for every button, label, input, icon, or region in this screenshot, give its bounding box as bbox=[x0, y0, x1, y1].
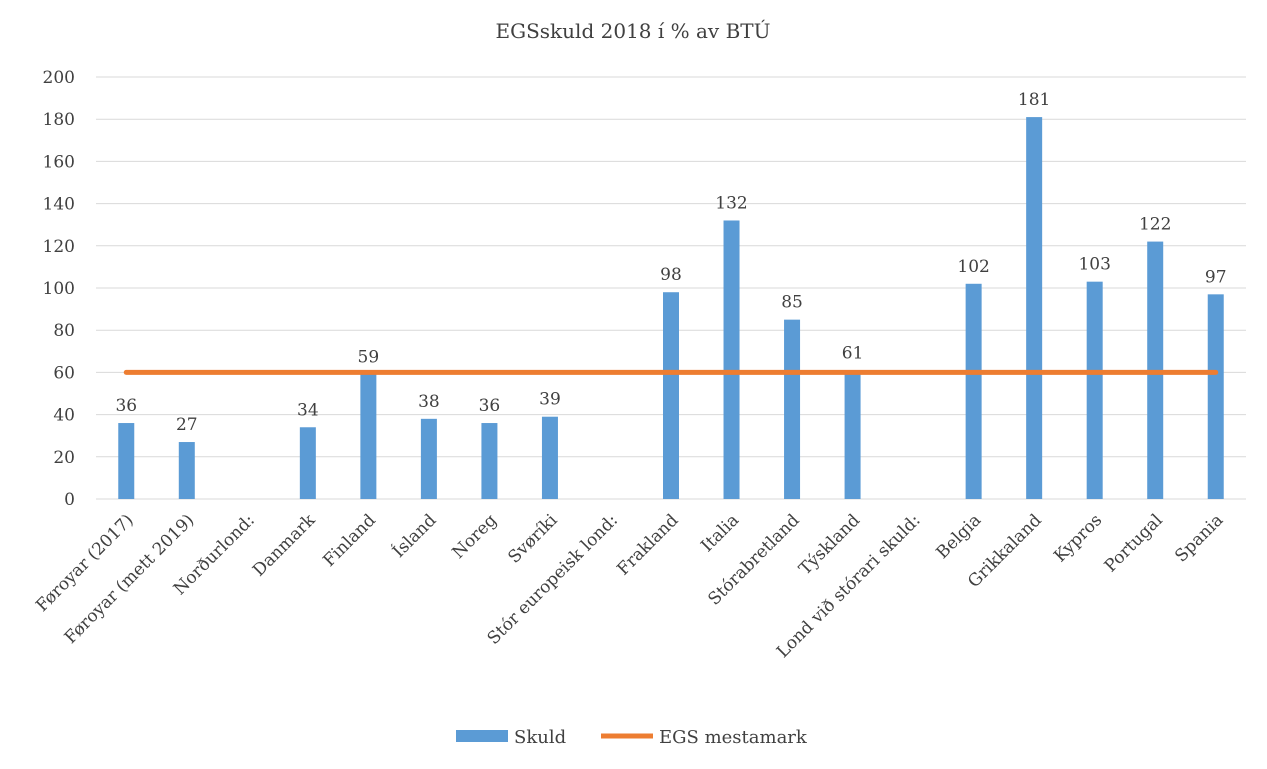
x-category-label: Svøríki bbox=[504, 510, 562, 568]
data-label: 36 bbox=[115, 396, 137, 416]
bar bbox=[1207, 294, 1224, 499]
data-label: 59 bbox=[358, 348, 380, 368]
bar bbox=[663, 292, 679, 499]
y-tick-label: 160 bbox=[43, 152, 75, 172]
x-category-label: Spania bbox=[1171, 510, 1227, 566]
data-label: 36 bbox=[479, 396, 501, 416]
x-category-label: Noreg bbox=[448, 510, 501, 563]
x-axis-category-labels: Føroyar (2017)Føroyar (mett 2019)Norðurl… bbox=[32, 510, 1227, 662]
y-tick-label: 180 bbox=[43, 110, 75, 130]
bar bbox=[1026, 117, 1043, 499]
data-label: 103 bbox=[1078, 255, 1110, 275]
data-label: 98 bbox=[660, 265, 682, 285]
legend: Skuld EGS mestamark bbox=[456, 727, 808, 748]
y-tick-label: 140 bbox=[43, 195, 75, 215]
bar bbox=[844, 370, 861, 499]
y-tick-label: 200 bbox=[43, 68, 75, 88]
bar bbox=[299, 427, 316, 499]
bar bbox=[360, 374, 377, 499]
data-label: 97 bbox=[1205, 267, 1227, 287]
data-label: 39 bbox=[539, 390, 561, 410]
y-tick-label: 120 bbox=[43, 237, 75, 257]
bar bbox=[541, 416, 558, 499]
data-label: 132 bbox=[715, 193, 747, 213]
x-category-label: Finland bbox=[319, 510, 380, 571]
data-label: 85 bbox=[781, 293, 803, 313]
x-category-label: Ísland bbox=[388, 510, 440, 562]
data-label: 102 bbox=[957, 257, 989, 277]
y-tick-label: 20 bbox=[53, 448, 75, 468]
data-label: 181 bbox=[1018, 90, 1050, 110]
y-tick-label: 40 bbox=[53, 406, 75, 426]
data-label: 38 bbox=[418, 392, 440, 412]
bar bbox=[965, 283, 982, 499]
y-tick-label: 100 bbox=[43, 279, 75, 299]
x-category-label: Portugal bbox=[1101, 510, 1167, 576]
data-label: 122 bbox=[1139, 215, 1171, 235]
x-category-label: Danmark bbox=[249, 510, 320, 581]
bar-series bbox=[118, 117, 1224, 500]
x-category-label: Belgia bbox=[933, 510, 986, 563]
bar bbox=[481, 423, 498, 499]
chart-title: EGSskuld 2018 í % av BTÚ bbox=[496, 18, 771, 43]
bar bbox=[784, 319, 801, 499]
bar bbox=[178, 442, 195, 499]
bar bbox=[723, 220, 740, 500]
data-label: 27 bbox=[176, 415, 198, 435]
x-category-label: Italia bbox=[697, 510, 743, 556]
legend-label-skuld: Skuld bbox=[514, 727, 566, 748]
bar bbox=[420, 418, 437, 499]
y-tick-label: 80 bbox=[53, 321, 75, 341]
bar bbox=[1086, 281, 1103, 499]
data-labels: 36 27 34 59 38 36 39 98 132 85 61 102 181 103 122 97 bbox=[115, 90, 1226, 435]
bar bbox=[118, 423, 135, 499]
x-category-label: Kypros bbox=[1050, 510, 1106, 566]
data-label: 61 bbox=[842, 343, 864, 363]
y-tick-label: 60 bbox=[53, 363, 75, 383]
data-label: 34 bbox=[297, 400, 319, 420]
y-axis-tick-labels: 0 20 40 60 80 100 120 140 160 180 200 bbox=[43, 68, 75, 510]
x-category-label: Frakland bbox=[613, 510, 682, 579]
legend-swatch-bar bbox=[456, 730, 508, 742]
y-tick-label: 0 bbox=[64, 490, 75, 510]
legend-label-egs-mestamark: EGS mestamark bbox=[659, 727, 808, 748]
